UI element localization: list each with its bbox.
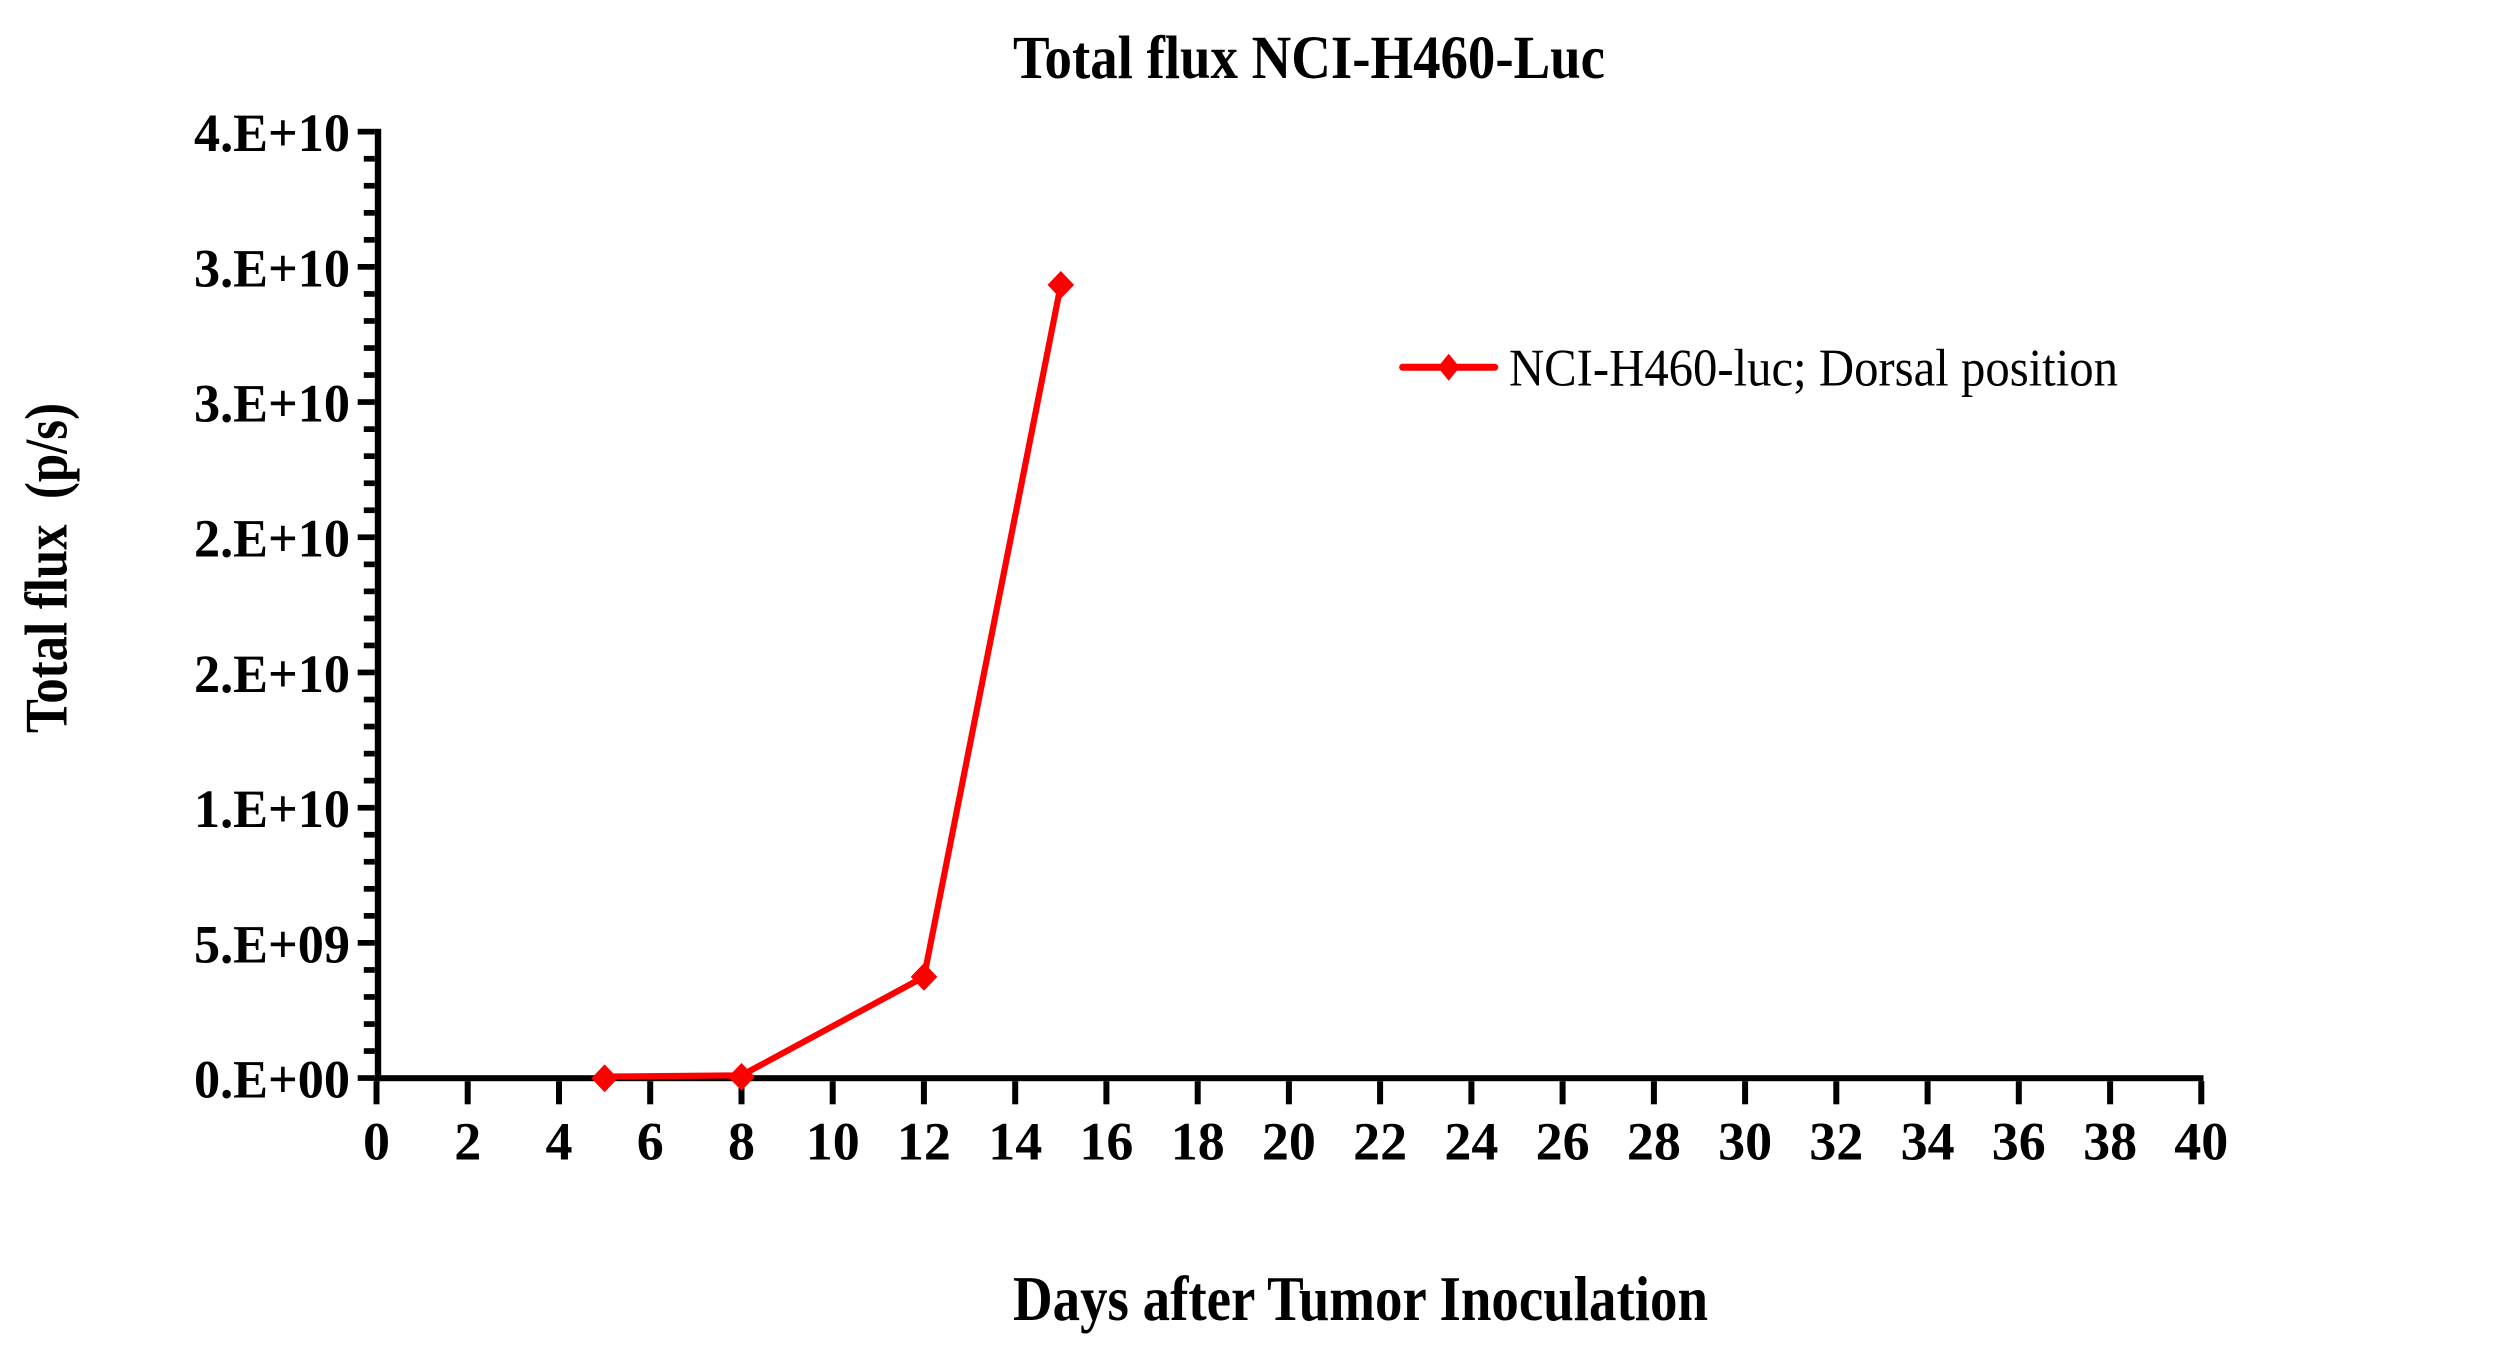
svg-text:22: 22 (1353, 1112, 1407, 1172)
svg-text:10: 10 (806, 1112, 860, 1172)
svg-text:Total flux NCI-H460-Luc: Total flux NCI-H460-Luc (1013, 25, 1605, 92)
svg-text:12: 12 (897, 1112, 951, 1172)
svg-text:34: 34 (1901, 1112, 1955, 1172)
svg-text:2.E+10: 2.E+10 (194, 644, 350, 704)
svg-text:28: 28 (1627, 1112, 1681, 1172)
svg-text:Total flux (p/s): Total flux (p/s) (14, 403, 80, 733)
svg-text:3.E+10: 3.E+10 (194, 238, 350, 298)
svg-text:2.E+10: 2.E+10 (194, 509, 350, 569)
svg-text:3.E+10: 3.E+10 (194, 374, 350, 434)
svg-text:1.E+10: 1.E+10 (194, 779, 350, 839)
svg-text:NCI-H460-luc; Dorsal position: NCI-H460-luc; Dorsal position (1509, 339, 2118, 397)
svg-text:8: 8 (728, 1112, 755, 1172)
svg-text:2: 2 (454, 1112, 481, 1172)
svg-text:40: 40 (2174, 1112, 2228, 1172)
svg-text:16: 16 (1079, 1112, 1133, 1172)
svg-text:26: 26 (1536, 1112, 1590, 1172)
svg-text:4.E+10: 4.E+10 (194, 103, 350, 163)
svg-text:14: 14 (988, 1112, 1042, 1172)
svg-text:20: 20 (1262, 1112, 1316, 1172)
svg-text:24: 24 (1444, 1112, 1498, 1172)
svg-text:4: 4 (546, 1112, 573, 1172)
svg-text:36: 36 (1992, 1112, 2046, 1172)
svg-text:5.E+09: 5.E+09 (194, 914, 350, 974)
svg-text:0.E+00: 0.E+00 (194, 1050, 350, 1110)
svg-text:Days after Tumor Inoculation: Days after Tumor Inoculation (1013, 1263, 1708, 1334)
svg-text:38: 38 (2083, 1112, 2137, 1172)
svg-text:6: 6 (637, 1112, 664, 1172)
svg-text:30: 30 (1718, 1112, 1772, 1172)
svg-text:18: 18 (1171, 1112, 1225, 1172)
svg-text:32: 32 (1809, 1112, 1863, 1172)
svg-text:0: 0 (363, 1112, 390, 1172)
